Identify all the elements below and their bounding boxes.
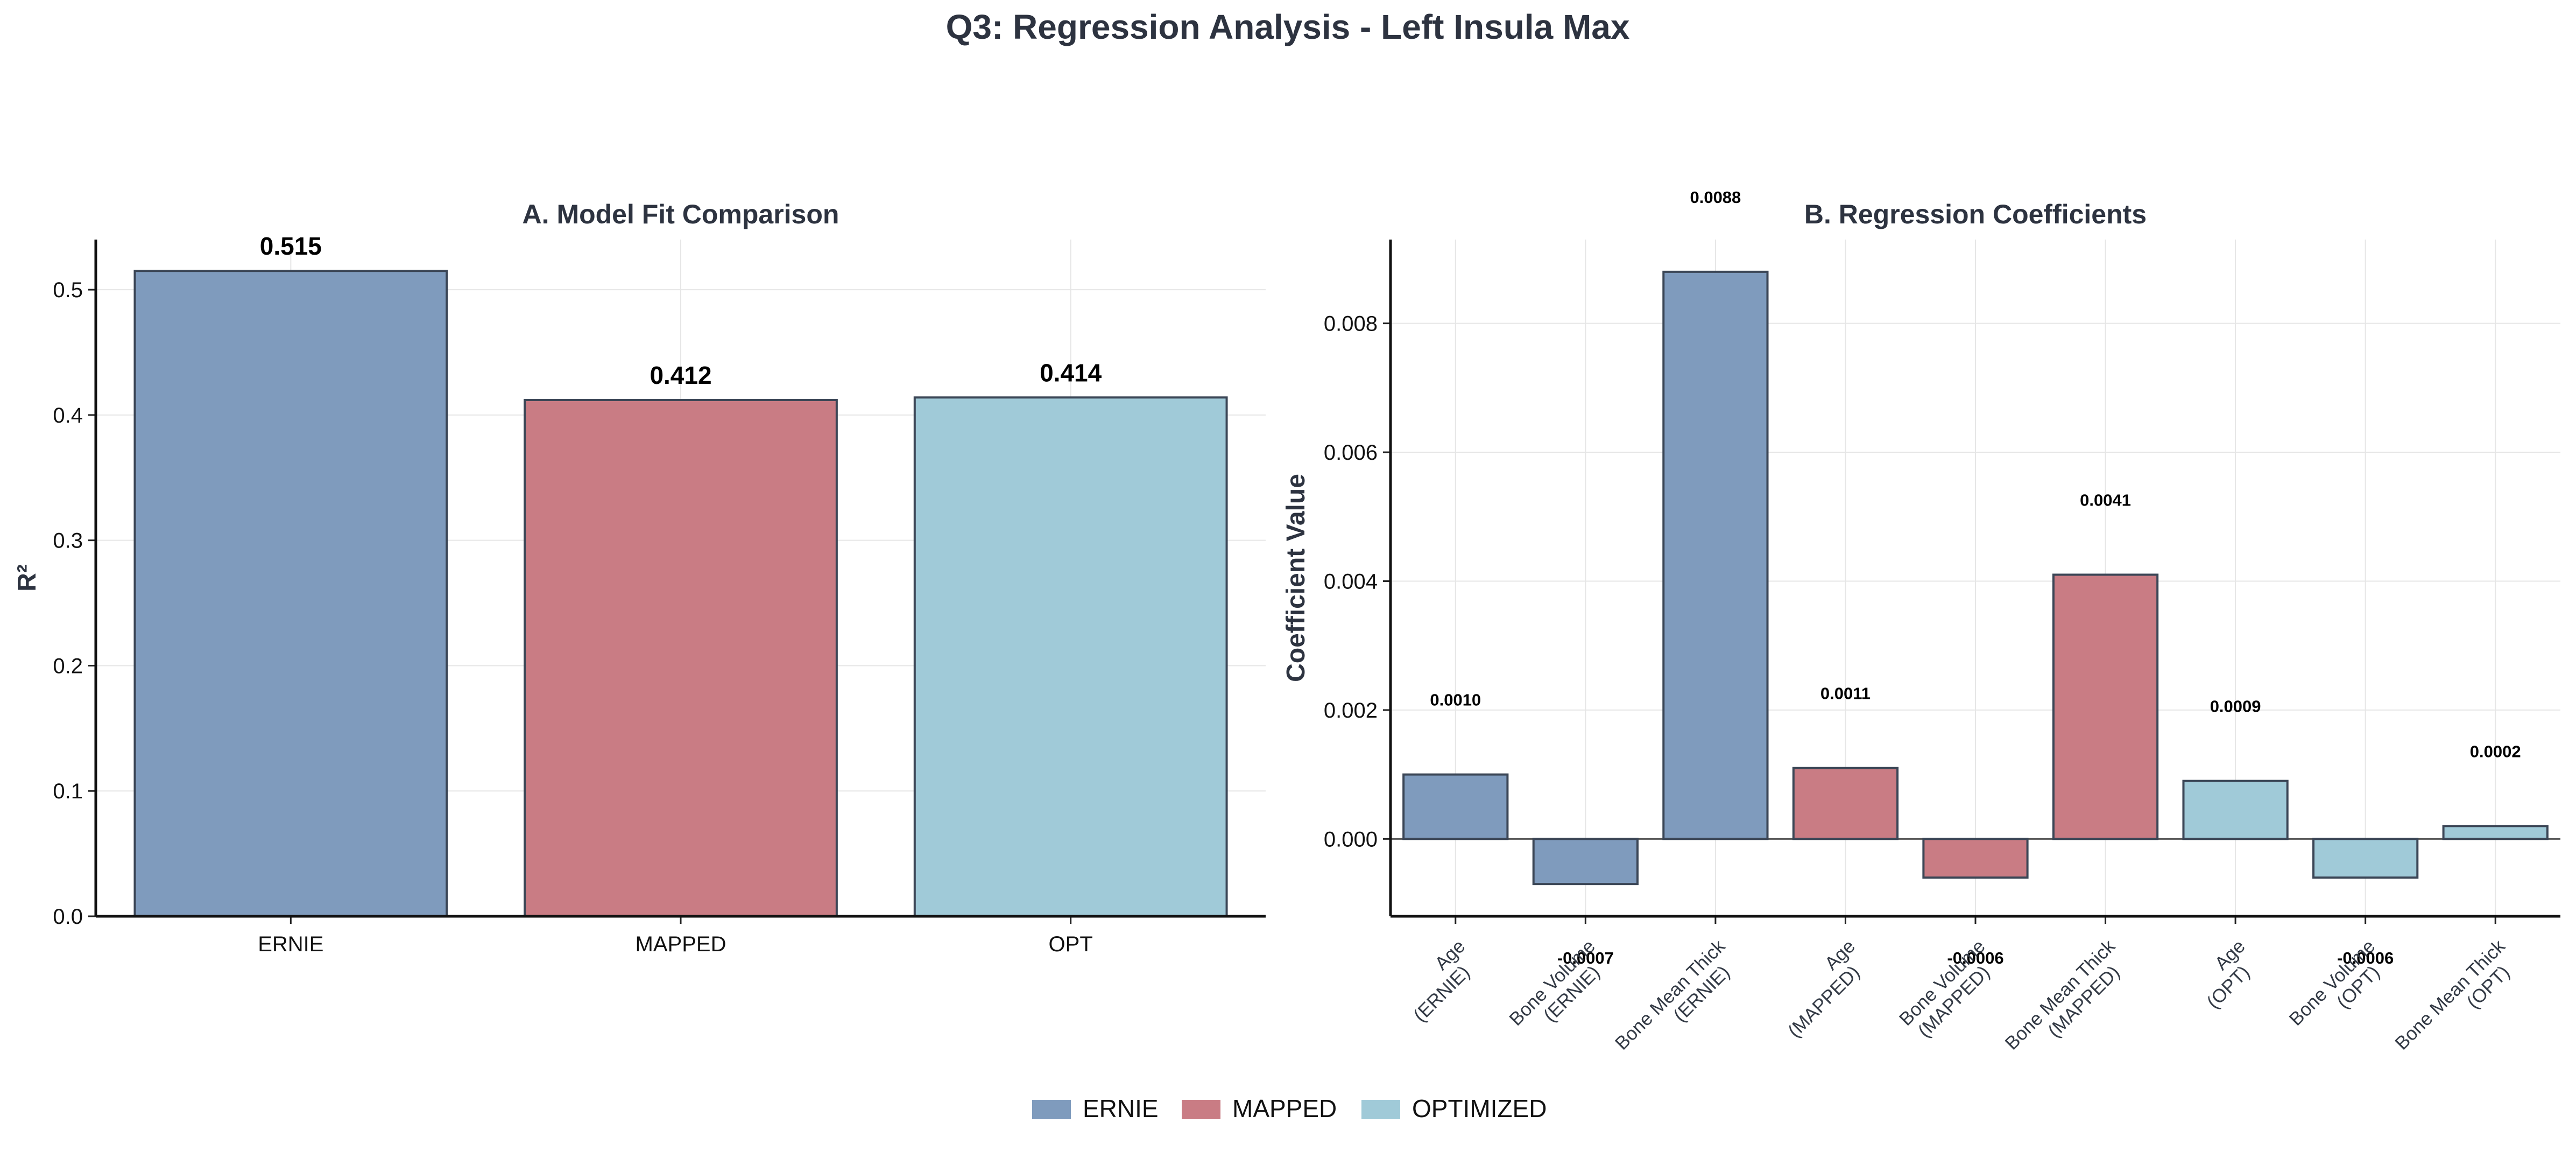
x-tick-label: Bone Mean Thick(ERNIE) (1611, 936, 1745, 1069)
y-tick-label: 0.4 (53, 404, 83, 427)
legend: ERNIE MAPPED OPTIMIZED (1032, 1094, 1547, 1122)
legend-label: OPTIMIZED (1412, 1094, 1547, 1122)
bar (1532, 838, 1639, 886)
x-tick-label: Bone Mean Thick(MAPPED) (2001, 936, 2134, 1069)
figure-title: Q3: Regression Analysis - Left Insula Ma… (946, 8, 1630, 46)
x-tick-label: Age(OPT) (2187, 936, 2264, 1013)
x-tick-label: Bone Mean Thick(OPT) (2391, 936, 2524, 1069)
bar (913, 396, 1228, 917)
y-tick-label: 0.0 (53, 905, 83, 929)
value-label: 0.0041 (2080, 491, 2131, 510)
value-label: 0.0011 (1820, 684, 1871, 703)
value-label: 0.0010 (1430, 691, 1481, 710)
x-tick-label: OPT (1049, 932, 1093, 956)
bar (133, 270, 448, 917)
x-tick-label-line: (ERNIE) (1409, 961, 1474, 1026)
value-label: 0.414 (1040, 359, 1102, 387)
y-tick-label: 0.006 (1324, 441, 1378, 465)
y-tick-label: 0.004 (1324, 570, 1378, 593)
bar (1662, 270, 1769, 840)
bar (1792, 767, 1899, 840)
x-tick-label: Age(ERNIE) (1394, 936, 1485, 1026)
bar (1402, 773, 1509, 840)
chart-title: B. Regression Coefficients (1804, 199, 2147, 229)
y-tick-label: 0.5 (53, 278, 83, 302)
value-label: -0.0006 (1947, 949, 2003, 967)
y-tick-label: 0.002 (1324, 699, 1378, 722)
x-tick-label: ERNIE (258, 932, 323, 956)
chart-regression-coefficients: B. Regression Coefficients 0.0010 Age(ERNI… (1282, 188, 2560, 1069)
value-label: 0.412 (650, 361, 711, 389)
value-label: -0.0007 (1557, 949, 1614, 967)
chart-title: A. Model Fit Comparison (523, 199, 839, 229)
x-tick-label-line: (MAPPED) (1784, 961, 1864, 1042)
value-label: 0.0009 (2210, 697, 2261, 716)
y-axis-label: R² (13, 564, 41, 592)
y-tick-label: 0.1 (53, 780, 83, 803)
bar (2312, 838, 2419, 879)
x-tick-label: MAPPED (636, 932, 726, 956)
y-axis-label: Coefficient Value (1282, 474, 1310, 682)
y-tick-label: 0.2 (53, 654, 83, 678)
bar (2052, 573, 2159, 840)
legend-label: ERNIE (1083, 1094, 1159, 1122)
value-label: 0.515 (260, 232, 322, 260)
y-tick-label: 0.3 (53, 529, 83, 553)
chart-model-fit: A. Model Fit Comparison 0.515 ERNIE 0.412 MA… (13, 199, 1266, 956)
bar (2442, 825, 2549, 840)
legend-swatch (1032, 1100, 1071, 1119)
x-tick-label: Age(MAPPED) (1769, 936, 1875, 1042)
value-label: -0.0006 (2337, 949, 2394, 967)
bar (1922, 838, 2029, 879)
legend-swatch (1361, 1100, 1400, 1119)
value-label: 0.0002 (2470, 742, 2521, 761)
legend-label: MAPPED (1232, 1094, 1337, 1122)
value-label: 0.0088 (1690, 188, 1741, 207)
bar (524, 398, 838, 917)
y-tick-label: 0.008 (1324, 312, 1378, 336)
y-tick-label: 0.000 (1324, 827, 1378, 851)
legend-swatch (1182, 1100, 1220, 1119)
bar (2182, 780, 2289, 840)
